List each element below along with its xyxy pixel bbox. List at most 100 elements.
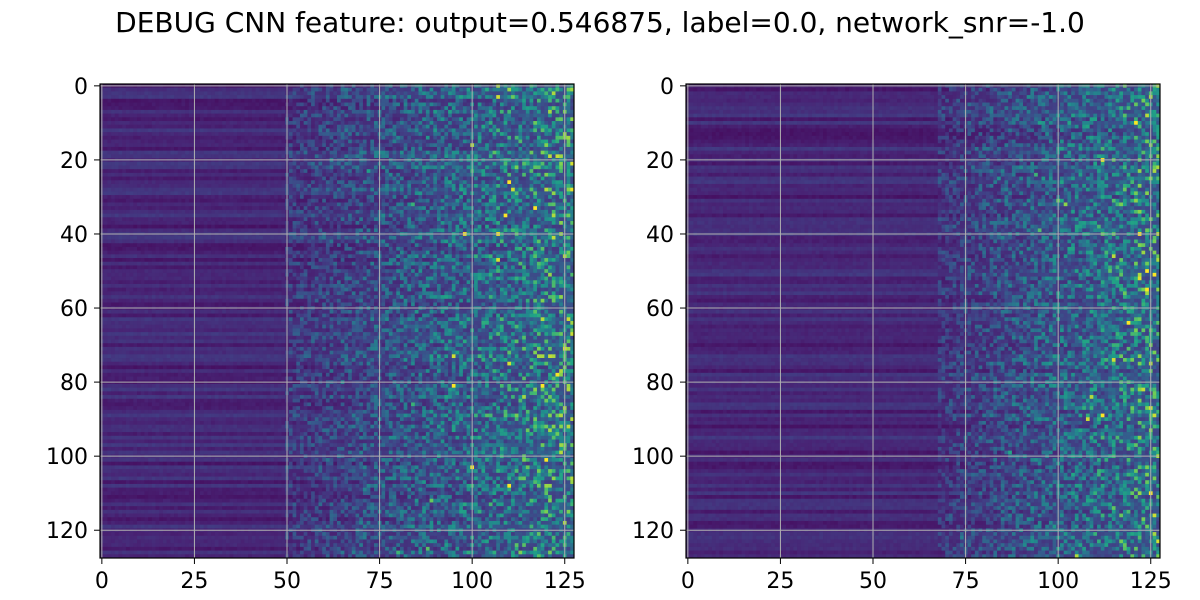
heatmap-cell [341, 136, 345, 140]
heatmap-cell [126, 180, 130, 184]
heatmap-cell [567, 154, 571, 158]
heatmap-cell [567, 110, 571, 114]
heatmap-cell [504, 195, 508, 199]
heatmap-cell [507, 110, 511, 114]
heatmap-cell [555, 121, 559, 125]
heatmap-cell [478, 147, 482, 151]
heatmap-cell [467, 162, 471, 166]
heatmap-cell [478, 188, 482, 192]
heatmap-cell [241, 136, 245, 140]
heatmap-cell [126, 99, 130, 103]
heatmap-cell [385, 214, 389, 218]
heatmap-cell [463, 110, 467, 114]
heatmap-cell [230, 95, 234, 99]
heatmap-cell [448, 217, 452, 221]
heatmap-cell [256, 103, 260, 107]
heatmap-cell [230, 143, 234, 147]
heatmap-cell [189, 191, 193, 195]
heatmap-cell [411, 221, 415, 225]
heatmap-cell [493, 140, 497, 144]
heatmap-cell [415, 140, 419, 144]
heatmap-cell [518, 184, 522, 188]
heatmap-cell [252, 114, 256, 118]
heatmap-cell [467, 151, 471, 155]
heatmap-cell [400, 91, 404, 95]
heatmap-cell [544, 121, 548, 125]
heatmap-cell [393, 165, 397, 169]
heatmap-cell [119, 177, 123, 181]
heatmap-cell [511, 217, 515, 221]
heatmap-cell [207, 121, 211, 125]
heatmap-cell [270, 180, 274, 184]
heatmap-cell [248, 95, 252, 99]
heatmap-cell [326, 203, 330, 207]
heatmap-cell [344, 106, 348, 110]
heatmap-cell [289, 195, 293, 199]
heatmap-cell [281, 128, 285, 132]
heatmap-cell [159, 91, 163, 95]
heatmap-cell [359, 140, 363, 144]
heatmap-cell [356, 117, 360, 121]
heatmap-cell [322, 173, 326, 177]
heatmap-cell [348, 173, 352, 177]
heatmap-cell [318, 173, 322, 177]
heatmap-cell [459, 225, 463, 229]
heatmap-cell [422, 210, 426, 214]
heatmap-cell [133, 121, 137, 125]
heatmap-cell [144, 143, 148, 147]
heatmap-cell [104, 203, 108, 207]
heatmap-cell [107, 203, 111, 207]
heatmap-cell [344, 114, 348, 118]
heatmap-cell [452, 103, 456, 107]
heatmap-cell [374, 151, 378, 155]
heatmap-cell [359, 195, 363, 199]
heatmap-cell [363, 99, 367, 103]
heatmap-cell [485, 217, 489, 221]
heatmap-cell [337, 184, 341, 188]
heatmap-cell [415, 103, 419, 107]
heatmap-cell [352, 191, 356, 195]
heatmap-cell [296, 184, 300, 188]
heatmap-cell [333, 210, 337, 214]
heatmap-cell [448, 99, 452, 103]
heatmap-cell [422, 195, 426, 199]
heatmap-cell [344, 217, 348, 221]
heatmap-cell [144, 203, 148, 207]
heatmap-cell [404, 151, 408, 155]
heatmap-cell [456, 147, 460, 151]
heatmap-cell [548, 217, 552, 221]
heatmap-cell [452, 188, 456, 192]
heatmap-cell [248, 180, 252, 184]
heatmap-cell [318, 199, 322, 203]
heatmap-cell [256, 180, 260, 184]
heatmap-cell [496, 214, 500, 218]
heatmap-cell [237, 173, 241, 177]
heatmap-cell [363, 169, 367, 173]
heatmap-cell [207, 143, 211, 147]
heatmap-cell [107, 154, 111, 158]
heatmap-cell [456, 225, 460, 229]
heatmap-cell [396, 132, 400, 136]
heatmap-cell [552, 136, 556, 140]
heatmap-cell [441, 173, 445, 177]
heatmap-cell [259, 99, 263, 103]
heatmap-cell [244, 128, 248, 132]
heatmap-cell [374, 95, 378, 99]
heatmap-cell [541, 117, 545, 121]
heatmap-cell [463, 136, 467, 140]
heatmap-cell [537, 125, 541, 129]
heatmap-cell [311, 199, 315, 203]
heatmap-cell [507, 103, 511, 107]
heatmap-cell [444, 203, 448, 207]
heatmap-cell [196, 203, 200, 207]
heatmap-cell [318, 203, 322, 207]
heatmap-cell [463, 114, 467, 118]
heatmap-cell [481, 225, 485, 229]
heatmap-cell [567, 180, 571, 184]
heatmap-cell [463, 203, 467, 207]
heatmap-cell [315, 225, 319, 229]
heatmap-cell [333, 184, 337, 188]
heatmap-cell [107, 95, 111, 99]
heatmap-cell [219, 99, 223, 103]
heatmap-cell [411, 143, 415, 147]
